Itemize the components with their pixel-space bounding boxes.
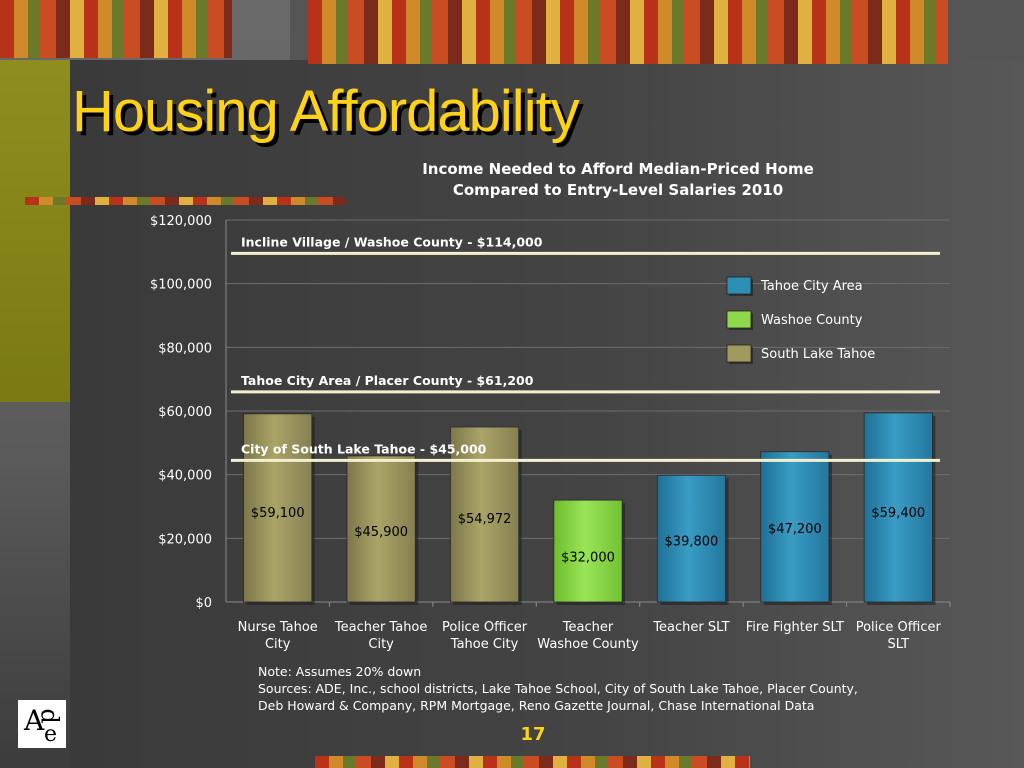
bar-value-label: $45,900 [354, 525, 408, 540]
x-tick-label: Police Officer [442, 620, 528, 635]
chart-title-line: Income Needed to Afford Median-Priced Ho… [422, 160, 814, 178]
x-tick-label: Teacher Tahoe [334, 620, 428, 635]
bar [760, 451, 830, 603]
legend-label: Tahoe City Area [760, 279, 863, 294]
bar [553, 499, 623, 603]
bar [863, 412, 933, 603]
logo-letter: e [44, 722, 58, 747]
decorative-texture-strip [25, 197, 345, 205]
bar-value-label: $59,400 [871, 506, 925, 521]
x-tick-label: City [265, 637, 291, 652]
bar-value-label: $39,800 [665, 535, 719, 550]
x-tick-label: Teacher [562, 620, 614, 635]
x-tick-label: Washoe County [537, 637, 639, 652]
bar [243, 413, 313, 603]
y-tick-label: $0 [195, 596, 212, 611]
y-tick-label: $40,000 [158, 469, 212, 484]
reference-line-label: Incline Village / Washoe County - $114,0… [241, 234, 543, 249]
note-assumption: Note: Assumes 20% down [258, 664, 422, 679]
chart-notes: Note: Assumes 20% down Sources: ADE, Inc… [258, 663, 858, 714]
chart-title: Income Needed to Afford Median-Priced Ho… [300, 159, 936, 201]
reference-line-label: Tahoe City Area / Placer County - $61,20… [241, 373, 534, 388]
x-tick-label: SLT [887, 637, 909, 652]
bar-value-label: $54,972 [458, 512, 512, 527]
x-tick-label: City [368, 637, 394, 652]
y-tick-label: $20,000 [158, 532, 212, 547]
legend-swatch [726, 344, 752, 363]
legend-swatch [726, 276, 752, 295]
y-tick-label: $80,000 [158, 341, 212, 356]
y-tick-label: $60,000 [158, 405, 212, 420]
y-tick-label: $120,000 [150, 214, 212, 229]
bar [450, 426, 520, 603]
olive-accent-bar [0, 60, 70, 402]
ade-logo: A d e [18, 700, 66, 748]
logo-letter: A [24, 704, 45, 737]
note-sources: Sources: ADE, Inc., school districts, La… [258, 681, 858, 696]
page-title: Housing Affordability [72, 79, 580, 144]
x-tick-label: Teacher SLT [652, 620, 729, 635]
x-tick-label: Nurse Tahoe [238, 620, 318, 635]
legend-swatch [726, 310, 752, 329]
x-tick-label: Police Officer [856, 620, 942, 635]
bar [346, 455, 416, 603]
bar [656, 474, 726, 603]
legend-label: South Lake Tahoe [761, 347, 875, 362]
bar-value-label: $47,200 [768, 522, 822, 537]
bar-value-label: $59,100 [251, 506, 305, 521]
reference-line-label: City of South Lake Tahoe - $45,000 [241, 441, 487, 456]
legend-label: Washoe County [761, 313, 863, 328]
x-tick-label: Tahoe City [450, 637, 519, 652]
decorative-texture-strip [315, 756, 750, 768]
x-tick-label: Fire Fighter SLT [746, 620, 844, 635]
y-tick-label: $100,000 [150, 278, 212, 293]
page-number: 17 [520, 724, 546, 745]
chart-title-line: Compared to Entry-Level Salaries 2010 [452, 181, 784, 199]
bar-value-label: $32,000 [561, 550, 615, 565]
decorative-texture-strip [308, 0, 948, 64]
decorative-texture-strip [0, 0, 232, 58]
note-sources-continued: Deb Howard & Company, RPM Mortgage, Reno… [258, 698, 815, 713]
